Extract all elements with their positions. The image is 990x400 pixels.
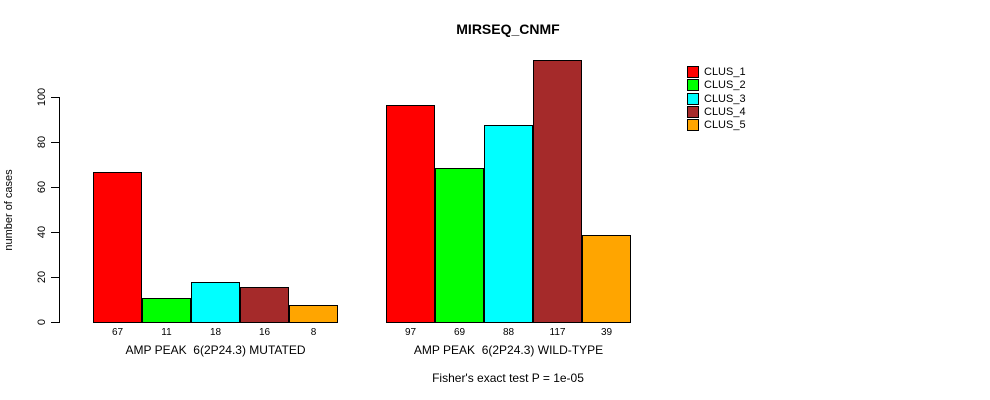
x-group-label: AMP PEAK 6(2P24.3) WILD-TYPE — [413, 343, 604, 357]
bar-clus_2-group2 — [435, 168, 484, 323]
bar-clus_5-group2 — [582, 235, 631, 323]
legend-label: CLUS_2 — [704, 79, 746, 91]
legend-swatch-clus_4 — [687, 106, 699, 118]
bar-value-label: 18 — [209, 327, 222, 338]
bar-clus_5-group1 — [289, 305, 338, 323]
y-tick-label: 20 — [36, 270, 48, 284]
chart-title: MIRSEQ_CNMF — [456, 21, 560, 37]
y-axis-label: number of cases — [3, 169, 15, 251]
legend-swatch-clus_2 — [687, 79, 699, 91]
y-tick-label: 80 — [36, 135, 48, 149]
y-axis-line — [59, 97, 60, 323]
y-tick — [51, 187, 59, 188]
legend-swatch-clus_1 — [687, 66, 699, 78]
legend-label: CLUS_1 — [704, 66, 746, 78]
legend-swatch-clus_3 — [687, 93, 699, 105]
y-tick-label: 40 — [36, 225, 48, 239]
bar-clus_3-group2 — [484, 125, 533, 323]
bar-value-label: 8 — [310, 327, 317, 338]
legend-item-clus_1: CLUS_1 — [687, 66, 746, 78]
legend-item-clus_3: CLUS_3 — [687, 93, 746, 105]
legend-label: CLUS_5 — [704, 119, 746, 131]
legend-label: CLUS_3 — [704, 93, 746, 105]
bar-value-label: 117 — [549, 327, 566, 338]
legend-item-clus_4: CLUS_4 — [687, 106, 746, 118]
y-tick — [51, 277, 59, 278]
bar-value-label: 11 — [161, 327, 172, 338]
legend-label: CLUS_4 — [704, 106, 746, 118]
y-tick — [51, 142, 59, 143]
bar-clus_1-group1 — [93, 172, 142, 323]
y-tick-label: 60 — [36, 180, 48, 194]
bar-value-label: 97 — [404, 327, 417, 338]
bar-clus_4-group1 — [240, 287, 289, 323]
legend-item-clus_2: CLUS_2 — [687, 79, 746, 91]
bar-clus_2-group1 — [142, 298, 191, 323]
bar-value-label: 16 — [258, 327, 271, 338]
bar-value-label: 69 — [453, 327, 466, 338]
y-tick — [51, 97, 59, 98]
x-group-label: AMP PEAK 6(2P24.3) MUTATED — [125, 343, 306, 357]
y-tick — [51, 322, 59, 323]
bar-clus_4-group2 — [533, 60, 582, 323]
bar-clus_1-group2 — [386, 105, 435, 323]
bar-value-label: 67 — [111, 327, 124, 338]
bar-value-label: 39 — [600, 327, 613, 338]
y-tick-label: 0 — [36, 318, 48, 326]
bar-value-label: 88 — [502, 327, 515, 338]
chart-subtitle: Fisher's exact test P = 1e-05 — [432, 371, 584, 385]
legend-item-clus_5: CLUS_5 — [687, 119, 746, 131]
y-tick-label: 100 — [36, 87, 48, 107]
bar-clus_3-group1 — [191, 282, 240, 323]
legend-swatch-clus_5 — [687, 119, 699, 131]
y-tick — [51, 232, 59, 233]
